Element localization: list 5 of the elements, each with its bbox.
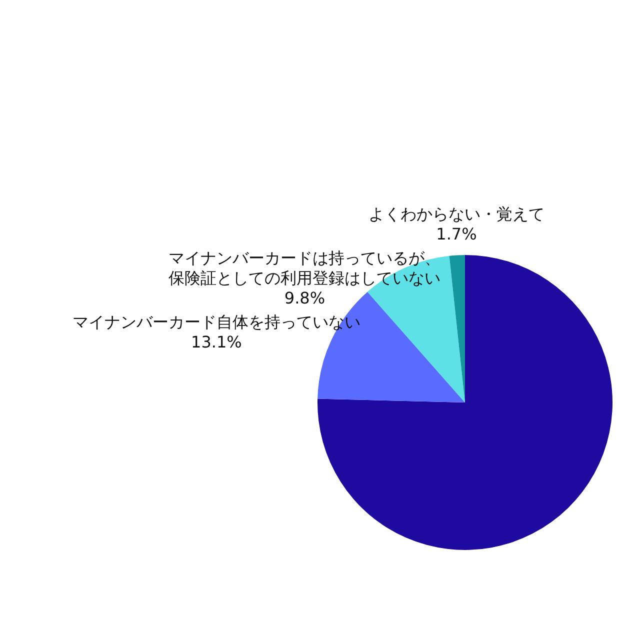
slice-label: マイナンバーカード自体を持っていない bbox=[72, 312, 360, 332]
data-label: 13.1% bbox=[191, 332, 242, 352]
data-label: 1.7% bbox=[436, 224, 477, 244]
slice-label: よくわからない・覚えて bbox=[368, 204, 544, 224]
data-label: 9.8% bbox=[284, 288, 326, 308]
